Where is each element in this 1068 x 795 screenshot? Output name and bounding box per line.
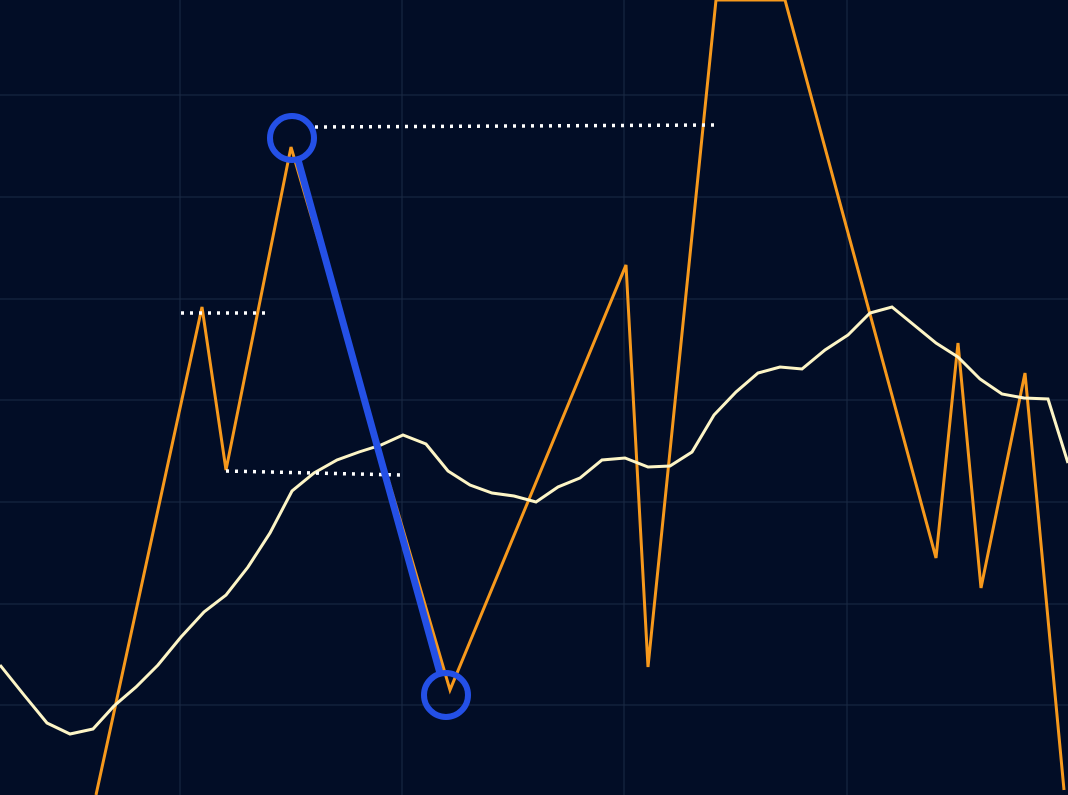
trend-line-segment[interactable] — [294, 158, 444, 675]
dotted-level-line — [225, 469, 401, 477]
orange-series-line — [94, 0, 1066, 795]
trend-line-start-handle[interactable] — [267, 113, 317, 163]
dotted-level-line — [314, 123, 716, 129]
trend-line-end-handle[interactable] — [421, 670, 471, 720]
cream-series-line — [0, 305, 1068, 736]
drawing-tool-layer[interactable] — [267, 113, 471, 720]
dotted-levels-layer — [181, 123, 716, 477]
